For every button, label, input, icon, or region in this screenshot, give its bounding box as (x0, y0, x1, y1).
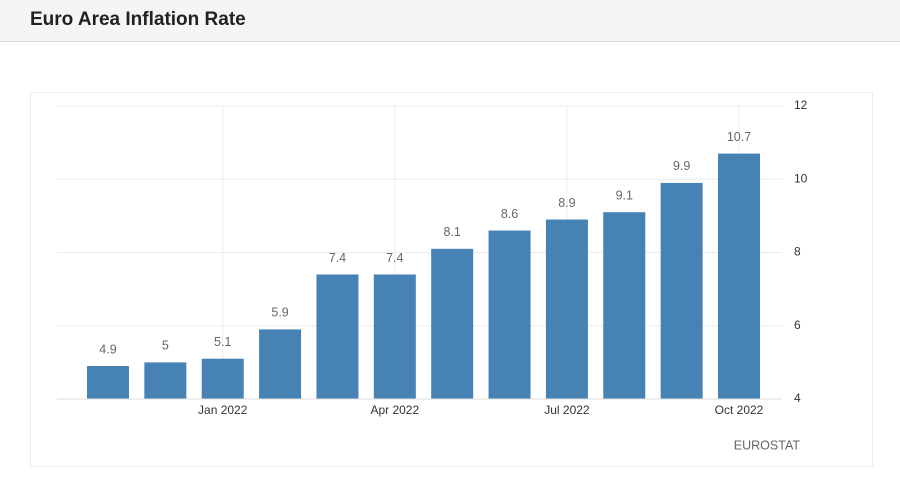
y-tick-label: 8 (794, 245, 801, 259)
bar (488, 230, 531, 399)
bar (660, 182, 703, 399)
source: EUROSTAT (734, 438, 801, 452)
value-label: 8.6 (501, 207, 518, 221)
bar (259, 329, 302, 399)
value-label: 9.1 (616, 189, 633, 203)
x-tick-label: Jan 2022 (198, 403, 248, 417)
value-label: 5.9 (271, 306, 288, 320)
bar (373, 274, 416, 399)
bar (316, 274, 359, 399)
x-tick-label: Apr 2022 (370, 403, 419, 417)
value-label: 10.7 (727, 130, 751, 144)
value-label: 8.1 (443, 225, 460, 239)
y-tick-label: 12 (794, 98, 808, 112)
bar (144, 362, 187, 399)
value-label: 5 (162, 339, 169, 353)
value-label: 5.1 (214, 335, 231, 349)
x-tick-label: Oct 2022 (715, 403, 764, 417)
value-label: 8.9 (558, 196, 575, 210)
y-tick-label: 4 (794, 391, 801, 405)
bar (431, 248, 474, 399)
value-label: 9.9 (673, 159, 690, 173)
y-tick-label: 6 (794, 318, 801, 332)
bar (718, 153, 761, 399)
value-label: 7.4 (386, 251, 403, 265)
chart-title: Euro Area Inflation Rate (30, 9, 246, 30)
bar (201, 358, 244, 399)
value-label: 7.4 (329, 251, 346, 265)
value-label: 4.9 (99, 342, 116, 356)
y-tick-label: 10 (794, 171, 808, 185)
bar (545, 219, 588, 399)
bar (86, 366, 129, 399)
header: Euro Area Inflation Rate (0, 0, 900, 42)
bar (603, 212, 646, 399)
x-tick-label: Jul 2022 (544, 403, 590, 417)
